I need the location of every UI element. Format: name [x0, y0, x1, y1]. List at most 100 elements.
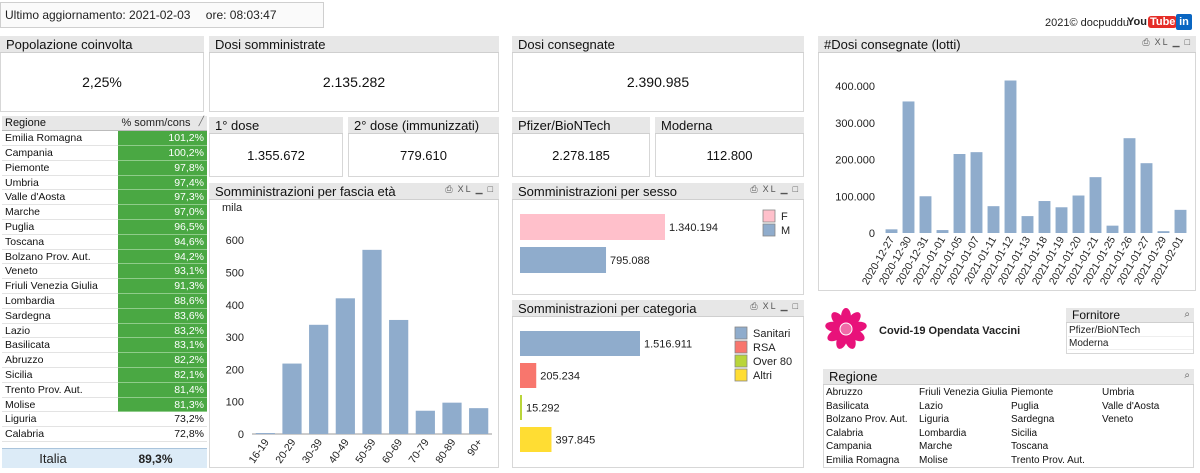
bar-2020-12-31[interactable]: [919, 196, 932, 233]
regione-list-item[interactable]: Molise: [919, 454, 948, 466]
hbar-Sanitari[interactable]: [520, 331, 640, 356]
bar-40-49[interactable]: [335, 298, 355, 434]
bar-60-69[interactable]: [389, 319, 409, 434]
sort-icon[interactable]: ╱: [198, 116, 204, 126]
bar-70-79[interactable]: [415, 410, 435, 434]
regione-list-item[interactable]: Umbria: [1102, 387, 1135, 398]
region-name-cell[interactable]: Campania: [2, 145, 119, 161]
print-icon[interactable]: ⎙: [750, 301, 760, 311]
print-icon[interactable]: ⎙: [445, 184, 455, 194]
regione-list-item[interactable]: Lazio: [919, 400, 943, 412]
maximize-icon[interactable]: □: [792, 184, 800, 194]
print-icon[interactable]: ⎙: [750, 184, 760, 194]
table-row[interactable]: Valle d'Aosta 97,3%: [2, 189, 207, 206]
region-name-cell[interactable]: Abruzzo: [2, 352, 119, 369]
region-name-cell[interactable]: Molise: [2, 397, 119, 413]
regione-list-item[interactable]: Sicilia: [1011, 427, 1038, 439]
table-row[interactable]: Sicilia 82,1%: [2, 367, 207, 383]
regione-list-item[interactable]: Sardegna: [1011, 414, 1055, 425]
bar-2021-01-19[interactable]: [1055, 207, 1068, 233]
table-row[interactable]: Abruzzo 82,2%: [2, 352, 207, 369]
bar-2021-01-27[interactable]: [1140, 163, 1153, 233]
table-row[interactable]: Piemonte 97,8%: [2, 160, 207, 176]
regione-list-item[interactable]: Liguria: [919, 414, 950, 425]
region-name-cell[interactable]: Sicilia: [2, 367, 119, 383]
bar-2021-01-01[interactable]: [936, 230, 949, 233]
maximize-icon[interactable]: □: [487, 184, 495, 194]
maximize-icon[interactable]: □: [1184, 37, 1192, 47]
hbar-F[interactable]: [520, 214, 665, 240]
bar-2021-01-13[interactable]: [1021, 216, 1034, 233]
table-row[interactable]: Calabria 72,8%: [2, 426, 207, 443]
xl-icon[interactable]: XL: [762, 184, 778, 194]
table-row[interactable]: Liguria 73,2%: [2, 411, 207, 428]
table-row[interactable]: Bolzano Prov. Aut. 94,2%: [2, 249, 207, 265]
table-row[interactable]: Lazio 83,2%: [2, 323, 207, 339]
regione-list-item[interactable]: Trento Prov. Aut.: [1011, 454, 1085, 466]
regione-list-item[interactable]: Friuli Venezia Giulia: [919, 387, 1008, 398]
xl-icon[interactable]: XL: [1154, 37, 1170, 47]
bar-90+[interactable]: [469, 408, 489, 434]
minimize-icon[interactable]: ▁: [1172, 37, 1182, 47]
table-row[interactable]: Molise 81,3%: [2, 397, 207, 413]
regione-list-item[interactable]: Veneto: [1102, 414, 1134, 425]
regione-list-item[interactable]: Piemonte: [1011, 387, 1054, 398]
search-icon[interactable]: ⌕: [1184, 370, 1190, 381]
linkedin-logo[interactable]: in: [1176, 14, 1192, 30]
region-name-cell[interactable]: Basilicata: [2, 337, 119, 354]
bar-50-59[interactable]: [362, 249, 382, 434]
bar-2021-01-20[interactable]: [1072, 195, 1085, 233]
table-row[interactable]: Campania 100,2%: [2, 145, 207, 161]
minimize-icon[interactable]: ▁: [475, 184, 485, 194]
fornitore-item[interactable]: Pfizer/BioNTech: [1068, 324, 1193, 337]
hbar-Over 80[interactable]: [520, 395, 522, 420]
region-name-cell[interactable]: Lombardia: [2, 293, 119, 309]
bar-2021-01-18[interactable]: [1038, 201, 1051, 233]
regione-list-item[interactable]: Calabria: [826, 427, 864, 439]
region-name-cell[interactable]: Liguria: [2, 411, 119, 428]
bar-2020-12-27[interactable]: [885, 229, 898, 233]
hbar-RSA[interactable]: [520, 363, 537, 388]
fornitore-item[interactable]: Moderna: [1068, 337, 1193, 350]
bar-2021-01-07[interactable]: [970, 152, 983, 233]
regione-list-item[interactable]: Lombardia: [919, 427, 967, 439]
regione-list-item[interactable]: Puglia: [1011, 400, 1039, 412]
table-row[interactable]: Sardegna 83,6%: [2, 308, 207, 324]
region-name-cell[interactable]: Bolzano Prov. Aut.: [2, 249, 119, 265]
region-name-cell[interactable]: Piemonte: [2, 160, 119, 176]
youtube-logo[interactable]: You Tube: [1127, 14, 1178, 30]
bar-2021-01-29[interactable]: [1157, 231, 1170, 233]
table-row[interactable]: Lombardia 88,6%: [2, 293, 207, 309]
table-row[interactable]: Emilia Romagna 101,2%: [2, 130, 207, 147]
region-table-header-name[interactable]: Regione: [2, 116, 119, 132]
region-name-cell[interactable]: Calabria: [2, 426, 119, 443]
bar-20-29[interactable]: [282, 363, 302, 434]
bar-30-39[interactable]: [309, 324, 329, 434]
region-name-cell[interactable]: Emilia Romagna: [2, 130, 119, 147]
regione-list-item[interactable]: Emilia Romagna: [826, 454, 900, 466]
region-name-cell[interactable]: Lazio: [2, 323, 119, 339]
region-name-cell[interactable]: Valle d'Aosta: [2, 189, 119, 206]
bar-2021-02-01[interactable]: [1174, 209, 1187, 233]
region-name-cell[interactable]: Veneto: [2, 263, 119, 280]
bar-2021-01-26[interactable]: [1123, 138, 1136, 233]
region-name-cell[interactable]: Toscana: [2, 234, 119, 250]
hbar-Altri[interactable]: [520, 427, 552, 452]
regione-list-item[interactable]: Campania: [826, 441, 872, 452]
bar-2021-01-05[interactable]: [953, 154, 966, 233]
region-name-cell[interactable]: Umbria: [2, 175, 119, 191]
region-name-cell[interactable]: Friuli Venezia Giulia: [2, 278, 119, 295]
xl-icon[interactable]: XL: [457, 184, 473, 194]
table-row[interactable]: Basilicata 83,1%: [2, 337, 207, 354]
bar-2021-01-21[interactable]: [1089, 177, 1102, 233]
region-name-cell[interactable]: Trento Prov. Aut.: [2, 382, 119, 398]
table-row[interactable]: Puglia 96,5%: [2, 219, 207, 235]
regione-list-item[interactable]: Valle d'Aosta: [1102, 400, 1160, 412]
xl-icon[interactable]: XL: [762, 301, 778, 311]
table-row[interactable]: Veneto 93,1%: [2, 263, 207, 280]
regione-list-item[interactable]: Bolzano Prov. Aut.: [826, 414, 908, 425]
table-row[interactable]: Friuli Venezia Giulia 91,3%: [2, 278, 207, 295]
search-icon[interactable]: ⌕: [1184, 309, 1190, 320]
bar-2020-12-30[interactable]: [902, 101, 915, 233]
maximize-icon[interactable]: □: [792, 301, 800, 311]
